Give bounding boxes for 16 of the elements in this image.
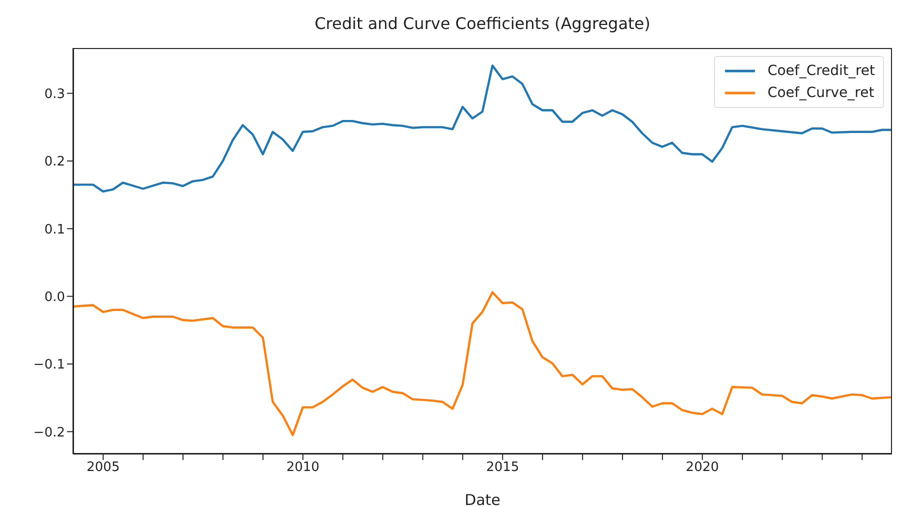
y-tick-label: 0.3 bbox=[44, 86, 65, 102]
x-tick-label: 2020 bbox=[686, 460, 719, 476]
x-axis-title: Date bbox=[464, 491, 500, 507]
legend-label: Coef_Credit_ret bbox=[767, 62, 875, 81]
y-tick-label: −0.1 bbox=[33, 358, 65, 373]
y-tick-label: −0.2 bbox=[33, 425, 65, 440]
y-tick-label: 0.0 bbox=[44, 290, 65, 305]
chart-title: Credit and Curve Coefficients (Aggregate) bbox=[314, 14, 652, 33]
legend-label: Coef_Curve_ret bbox=[767, 84, 874, 103]
line-series bbox=[73, 291, 892, 436]
x-tick-label: 2005 bbox=[86, 460, 120, 476]
x-tick-label: 2015 bbox=[486, 460, 520, 476]
x-tick-label: 2010 bbox=[286, 460, 320, 476]
line-series bbox=[73, 64, 892, 193]
y-tick-label: 0.1 bbox=[44, 222, 65, 238]
y-tick-label: 0.2 bbox=[44, 154, 65, 170]
